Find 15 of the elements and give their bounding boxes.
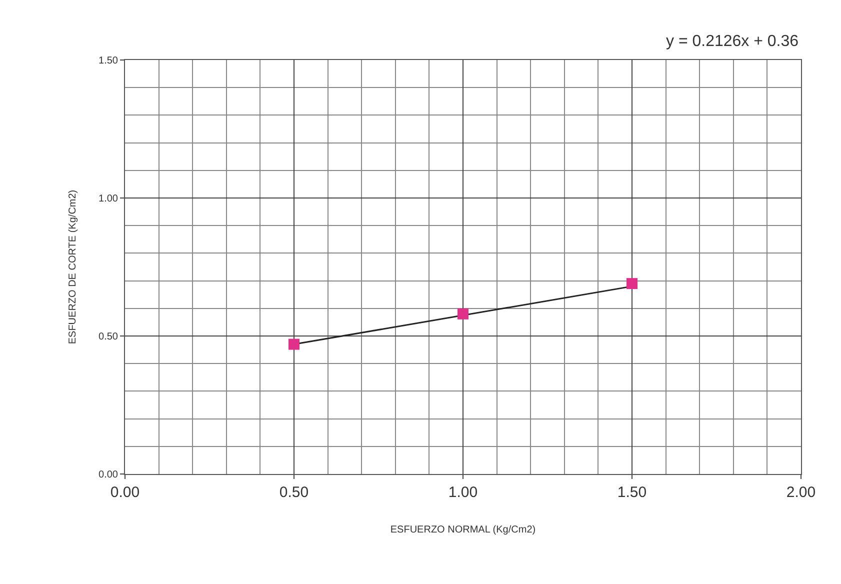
y-tick-label: 0.00 [98, 470, 118, 480]
x-tick-label: 1.50 [617, 484, 647, 501]
x-tick-label: 1.00 [448, 484, 478, 501]
y-tick-label: 1.50 [98, 56, 118, 66]
x-axis-title: ESFUERZO NORMAL (Kg/Cm2) [390, 524, 536, 536]
x-tick-label: 2.00 [786, 484, 816, 501]
text: y = 0.2126x + 0.36 [666, 33, 799, 50]
point [288, 338, 300, 350]
point [458, 308, 468, 320]
x-tick-label: 0.00 [110, 484, 140, 501]
x-tick-label: 0.50 [279, 484, 309, 501]
y-tick-label: 0.50 [98, 332, 118, 342]
point [626, 278, 638, 290]
y-axis-title: ESFUERZO DE CORTE (Kg/Cm2) [68, 190, 79, 344]
y-tick-label: 1.00 [98, 194, 118, 204]
